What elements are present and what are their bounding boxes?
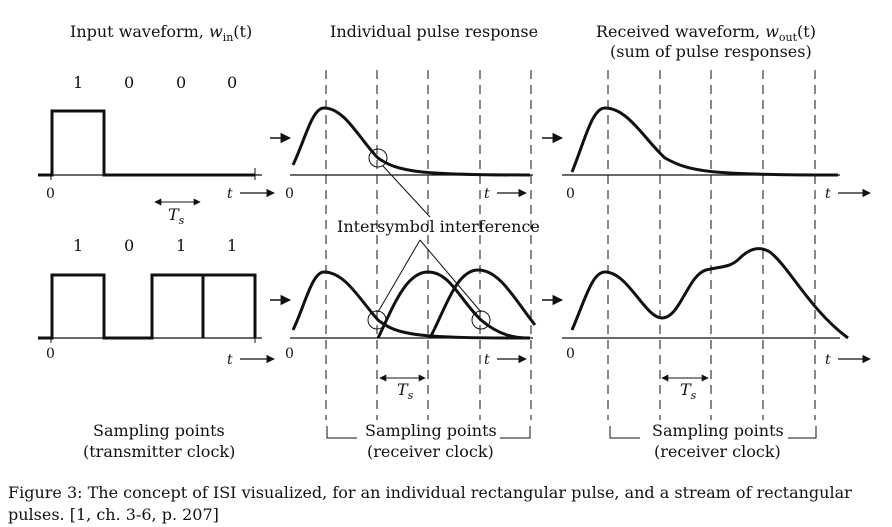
isi-figure: Input waveform, win(t) Individual pulse … xyxy=(38,22,871,461)
row1-bit-labels: 1 0 0 0 xyxy=(73,73,237,92)
bit-label: 0 xyxy=(227,73,237,92)
receiver-sampling-sublabel: (receiver clock) xyxy=(367,442,494,461)
figure-caption: Figure 3: The concept of ISI visualized,… xyxy=(8,483,852,524)
received-waveform-subtitle: (sum of pulse responses) xyxy=(610,42,812,61)
row2-bit-labels: 1 0 1 1 xyxy=(73,236,237,255)
sampling-bracket xyxy=(788,426,817,439)
receiver-sampling-lines xyxy=(325,70,816,420)
ts-label: Ts xyxy=(168,205,185,227)
row1-pulse-response xyxy=(270,106,533,177)
row1-received-waveform xyxy=(542,106,840,177)
origin-label: 0 xyxy=(566,186,575,202)
pulse-response-title: Individual pulse response xyxy=(330,22,538,41)
sampling-bracket xyxy=(609,426,640,439)
bit-label: 1 xyxy=(227,236,237,255)
sampling-bracket xyxy=(500,426,531,439)
bit-label: 0 xyxy=(124,73,134,92)
bit-label: 1 xyxy=(176,236,186,255)
origin-label: 0 xyxy=(46,346,55,362)
isi-pointers xyxy=(377,165,482,313)
ts-label: Ts xyxy=(397,380,414,402)
row2-pulse-responses xyxy=(270,268,537,340)
t-label: t xyxy=(227,352,233,368)
sampling-bracket xyxy=(326,426,357,439)
transmitter-sampling-label: Sampling points xyxy=(93,421,225,440)
receiver-sampling-label: Sampling points xyxy=(365,421,497,440)
origin-label: 0 xyxy=(285,186,294,202)
bit-label: 0 xyxy=(124,236,134,255)
origin-label: 0 xyxy=(566,346,575,362)
t-label: t xyxy=(484,352,490,368)
input-waveform-title: Input waveform, win(t) xyxy=(70,22,252,44)
receiver-sampling-sublabel: (receiver clock) xyxy=(654,442,781,461)
t-label: t xyxy=(825,352,831,368)
bit-label: 1 xyxy=(73,236,83,255)
receiver-sampling-label: Sampling points xyxy=(652,421,784,440)
origin-label: 0 xyxy=(285,346,294,362)
row2-input-waveform xyxy=(38,273,262,343)
t-label: t xyxy=(484,186,490,202)
received-waveform-title: Received waveform, wout(t) xyxy=(596,22,816,44)
bit-label: 0 xyxy=(176,73,186,92)
t-label: t xyxy=(825,186,831,202)
origin-label: 0 xyxy=(46,186,55,202)
isi-label: Intersymbol interference xyxy=(337,217,540,236)
t-label: t xyxy=(227,186,233,202)
ts-label: Ts xyxy=(680,380,697,402)
transmitter-sampling-sublabel: (transmitter clock) xyxy=(83,442,235,461)
row2-received-waveform xyxy=(542,247,849,340)
row1-input-waveform xyxy=(38,109,262,180)
bit-label: 1 xyxy=(73,73,83,92)
